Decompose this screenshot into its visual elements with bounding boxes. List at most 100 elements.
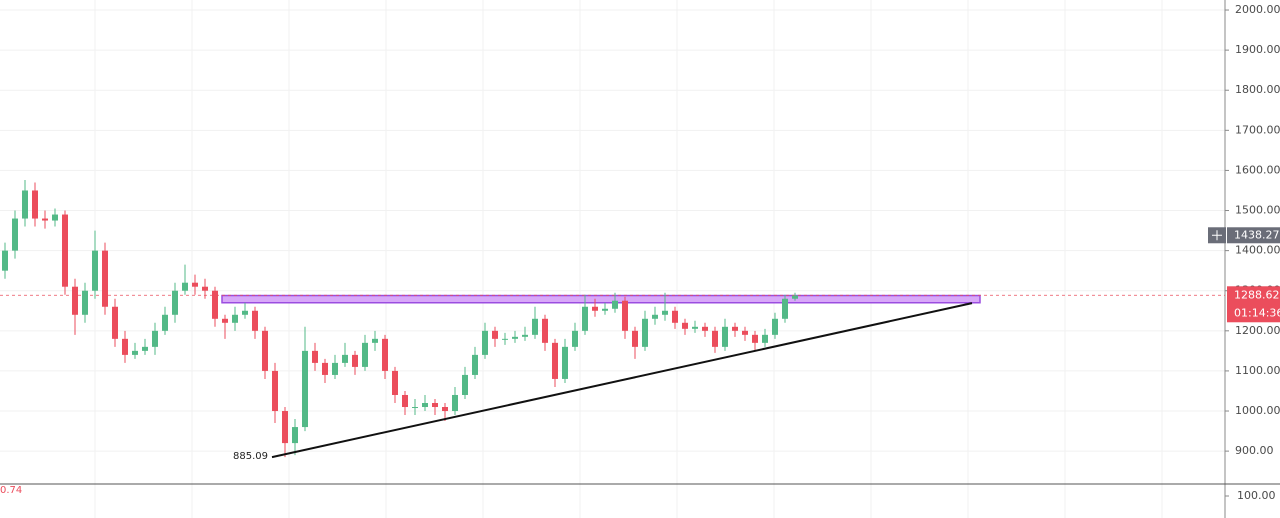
crosshair-label: 1438.27 bbox=[1234, 228, 1280, 241]
y-tick-label: 1500.00 bbox=[1235, 204, 1280, 217]
y-tick-label: 1600.00 bbox=[1235, 163, 1280, 176]
candle-body bbox=[702, 326, 708, 331]
candle-body bbox=[262, 330, 268, 371]
candle-body bbox=[432, 402, 438, 408]
candle-body bbox=[122, 338, 128, 355]
candle-body bbox=[342, 354, 348, 363]
candle-body bbox=[42, 218, 48, 221]
lower-pane-value: 0.74 bbox=[0, 485, 22, 496]
trendline-label: 885.09 bbox=[233, 451, 268, 462]
candle-body bbox=[202, 286, 208, 291]
candle-body bbox=[722, 326, 728, 347]
candle-body bbox=[402, 394, 408, 408]
candle-body bbox=[612, 300, 618, 309]
candle-body bbox=[112, 306, 118, 339]
candle-body bbox=[552, 342, 558, 379]
candle-body bbox=[712, 330, 718, 347]
candle-body bbox=[332, 362, 338, 375]
candle-body bbox=[102, 250, 108, 307]
candle-body bbox=[182, 282, 188, 291]
y-tick-label: 1900.00 bbox=[1235, 43, 1280, 56]
candle-body bbox=[302, 350, 308, 428]
countdown-label: 01:14:36 bbox=[1234, 306, 1280, 319]
candle-body bbox=[502, 338, 508, 340]
y-tick-label: 1800.00 bbox=[1235, 83, 1280, 96]
candle-body bbox=[652, 314, 658, 319]
crosshair-box bbox=[1227, 227, 1280, 244]
candle-body bbox=[442, 407, 448, 412]
crosshair-plus bbox=[1212, 230, 1222, 241]
candle-body bbox=[532, 318, 538, 335]
candle-body bbox=[492, 330, 498, 339]
candle-body bbox=[742, 330, 748, 335]
candle-body bbox=[622, 300, 628, 331]
candle-body bbox=[312, 350, 318, 363]
candle-body bbox=[772, 318, 778, 335]
candle-body bbox=[762, 334, 768, 343]
candle-body bbox=[372, 338, 378, 343]
last-price-box bbox=[1227, 286, 1280, 323]
candle-body bbox=[782, 298, 788, 319]
candle-body bbox=[282, 411, 288, 444]
candle-body bbox=[512, 336, 518, 339]
candle-body bbox=[452, 394, 458, 412]
candle-body bbox=[592, 306, 598, 311]
candle-body bbox=[82, 290, 88, 315]
candle-body bbox=[22, 190, 28, 219]
candle-body bbox=[2, 250, 8, 271]
candle-body bbox=[132, 350, 138, 355]
y-tick-label: 1700.00 bbox=[1235, 123, 1280, 136]
candle-body bbox=[212, 290, 218, 319]
y-tick-label: 1200.00 bbox=[1235, 324, 1280, 337]
candle-body bbox=[32, 190, 38, 219]
candle-body bbox=[682, 322, 688, 329]
candle-body bbox=[232, 314, 238, 323]
y-tick-label: 2000.00 bbox=[1235, 3, 1280, 16]
lower-pane-tick-label: 100.00 bbox=[1237, 489, 1276, 502]
candle-body bbox=[192, 282, 198, 287]
y-tick-label: 1100.00 bbox=[1235, 364, 1280, 377]
candle-body bbox=[422, 402, 428, 408]
candle-body bbox=[732, 326, 738, 331]
candle-body bbox=[582, 306, 588, 331]
candle-body bbox=[72, 286, 78, 315]
candle-body bbox=[562, 346, 568, 379]
candle-body bbox=[62, 214, 68, 287]
y-tick-label: 1000.00 bbox=[1235, 404, 1280, 417]
candle-body bbox=[162, 314, 168, 331]
candle-body bbox=[142, 346, 148, 351]
candle-body bbox=[792, 295, 798, 299]
candle-body bbox=[662, 310, 668, 315]
candle-body bbox=[482, 330, 488, 355]
candle-body bbox=[692, 326, 698, 329]
candle-body bbox=[522, 334, 528, 337]
candle-body bbox=[632, 330, 638, 347]
candle-body bbox=[542, 318, 548, 343]
candle-body bbox=[12, 218, 18, 251]
candle-body bbox=[52, 214, 58, 221]
last-price-label: 1288.62 bbox=[1234, 288, 1280, 301]
candle-body bbox=[292, 427, 298, 444]
candle-body bbox=[392, 370, 398, 395]
candle-body bbox=[92, 250, 98, 291]
candle-body bbox=[172, 290, 178, 315]
candle-body bbox=[572, 330, 578, 347]
candle-body bbox=[322, 362, 328, 375]
candle-body bbox=[362, 342, 368, 367]
candle-body bbox=[382, 338, 388, 371]
y-tick-label: 1400.00 bbox=[1235, 244, 1280, 257]
candle-body bbox=[272, 370, 278, 412]
candle-body bbox=[752, 334, 758, 343]
candle-body bbox=[352, 354, 358, 367]
candle-body bbox=[602, 308, 608, 311]
candle-body bbox=[252, 310, 258, 331]
candle-body bbox=[242, 310, 248, 315]
candle-body bbox=[152, 330, 158, 347]
candle-body bbox=[472, 354, 478, 375]
trendline bbox=[271, 302, 973, 459]
candle-body bbox=[222, 318, 228, 323]
candle-body bbox=[412, 407, 418, 409]
y-tick-label: 900.00 bbox=[1235, 444, 1274, 457]
candle-body bbox=[672, 310, 678, 323]
